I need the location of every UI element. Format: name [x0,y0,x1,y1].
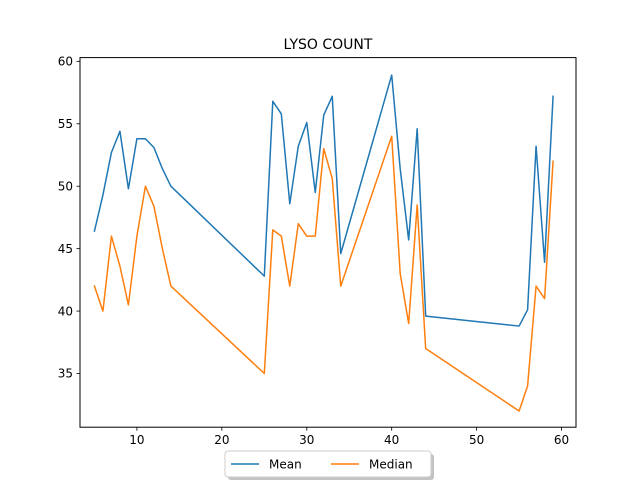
x-tick-label: 50 [469,433,484,447]
plot-area [93,74,554,412]
x-tick-label: 60 [554,433,569,447]
y-tick-label: 50 [58,179,73,193]
y-tick-label: 55 [58,117,73,131]
y-axis: 35 40 45 50 55 60 [58,55,80,381]
chart-title: LYSO COUNT [284,37,373,53]
y-tick-label: 40 [58,304,73,318]
y-tick-label: 45 [58,242,73,256]
axes-frame [79,57,577,428]
x-tick-label: 30 [299,433,314,447]
series-line-median [93,135,554,412]
y-tick-label: 60 [58,55,73,69]
x-tick-label: 20 [214,433,229,447]
legend-box [224,450,432,478]
legend-label-median: Median [369,458,413,472]
x-tick-label: 40 [384,433,399,447]
legend: Mean Median [224,450,434,480]
y-tick-label: 35 [58,367,73,381]
series-line-mean [93,74,554,327]
legend-label-mean: Mean [269,458,302,472]
x-tick-label: 10 [129,433,144,447]
x-axis: 10 20 30 40 50 60 [129,427,569,447]
